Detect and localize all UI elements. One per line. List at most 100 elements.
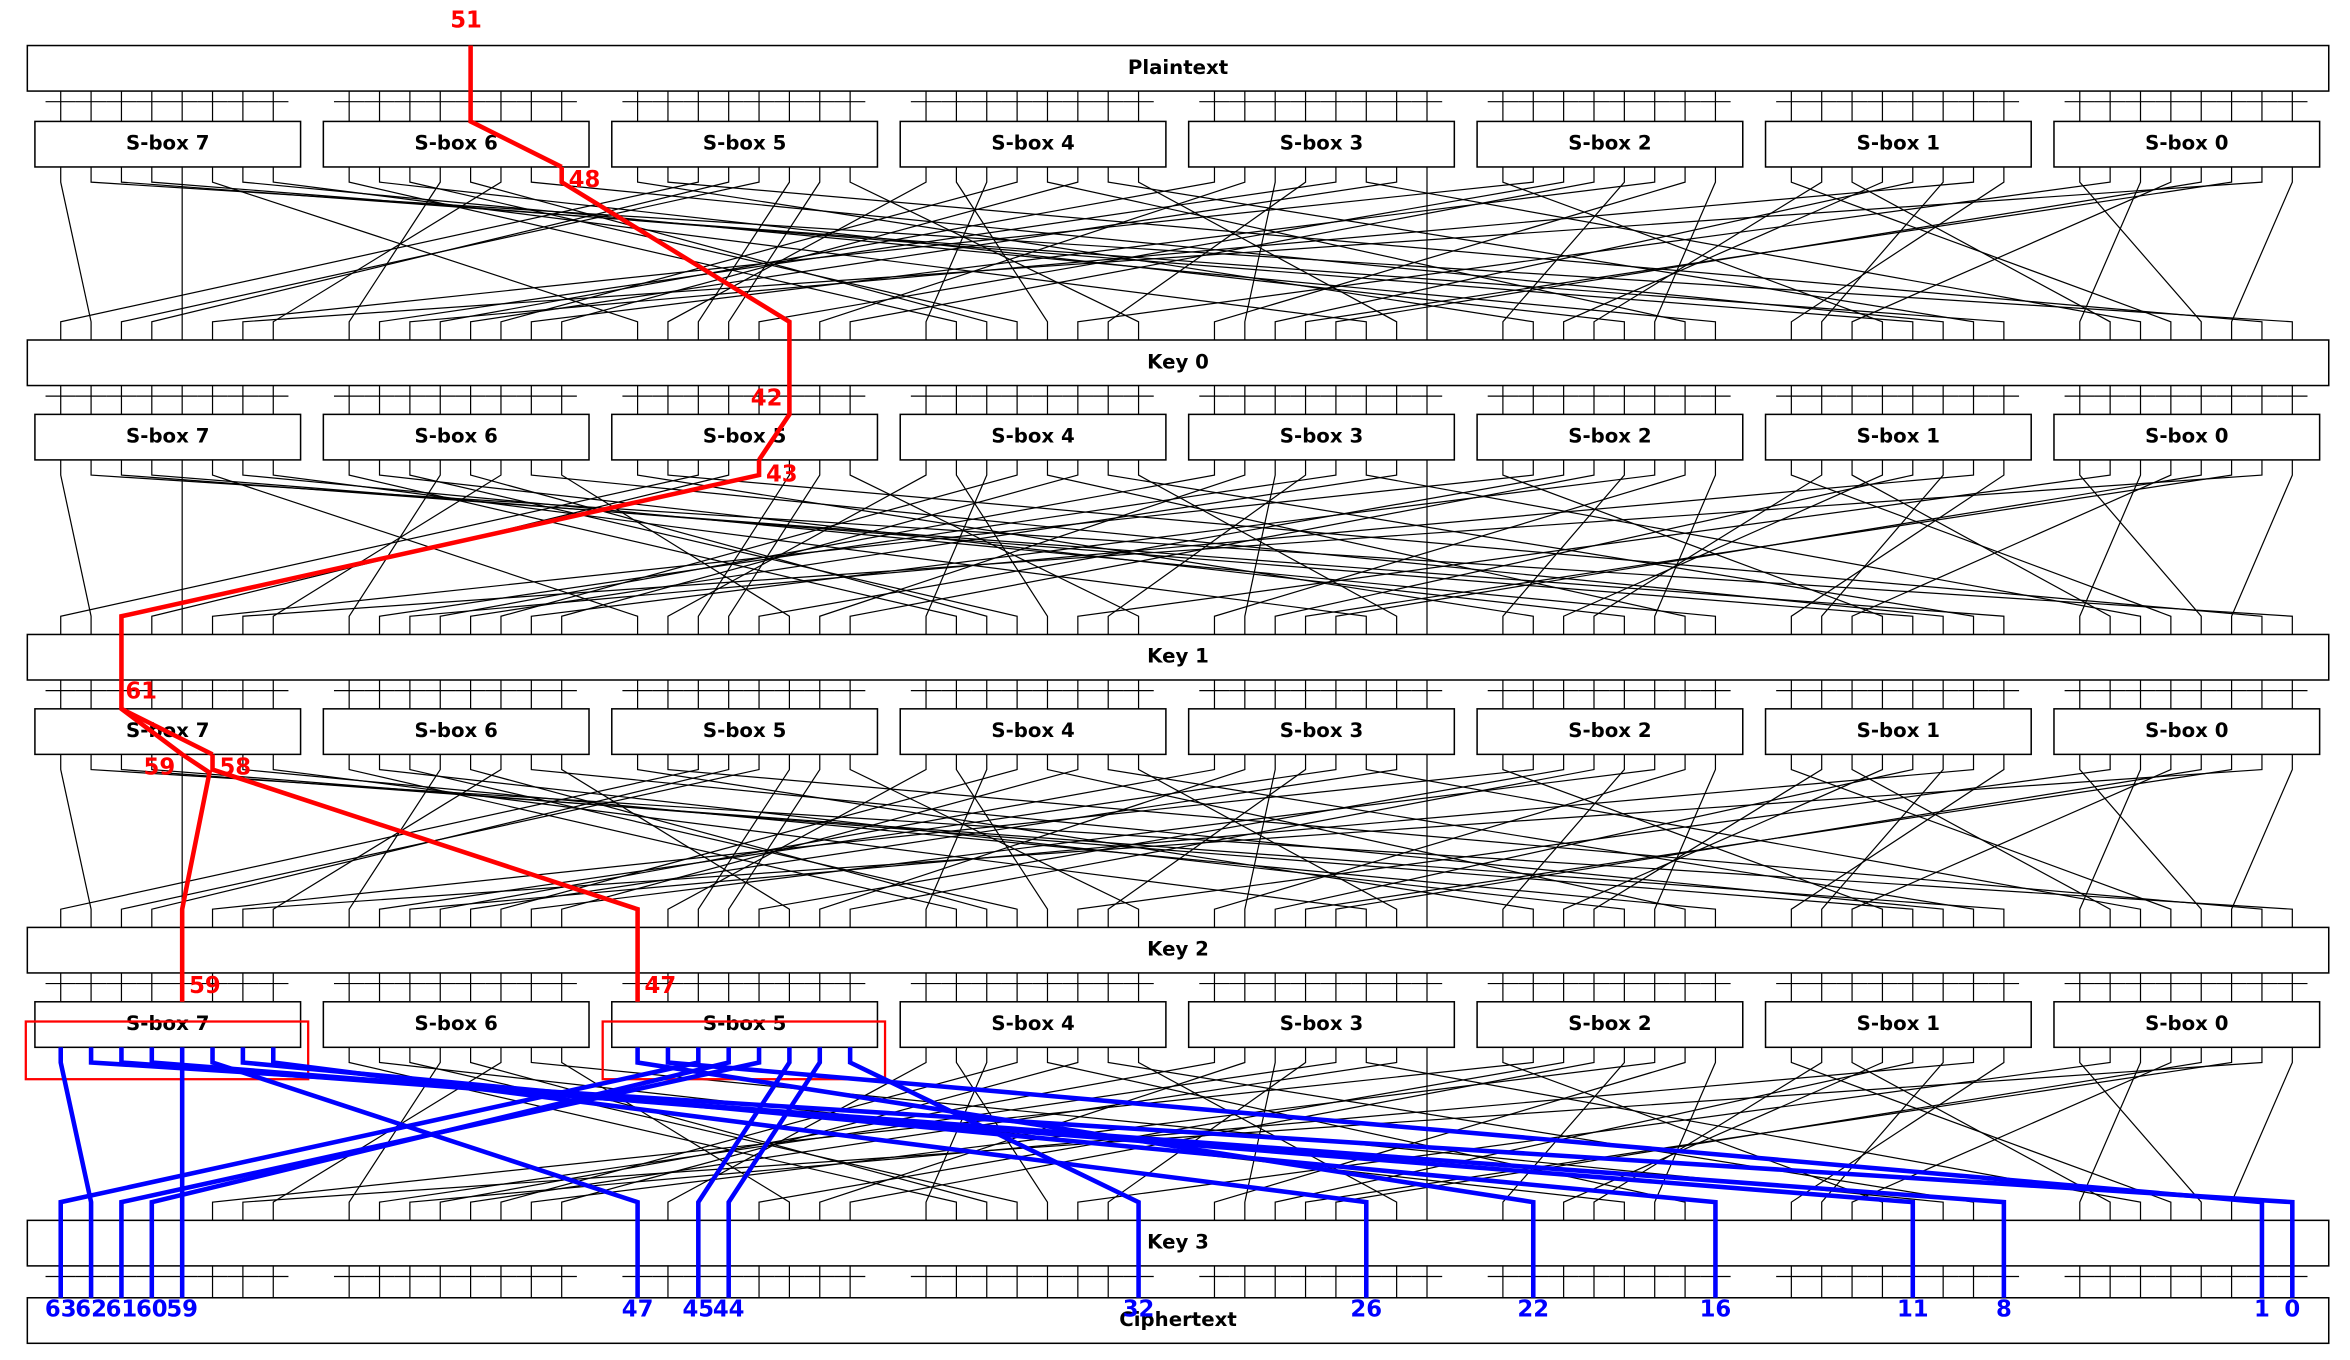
output-wire: [149, 1047, 1916, 1298]
sbox-label: S-box 0: [2145, 719, 2228, 742]
sbox-label: S-box 5: [703, 132, 786, 155]
permutation-wire: [409, 754, 1018, 928]
sbox-label: S-box 2: [1568, 132, 1651, 155]
trail-path: [559, 166, 792, 462]
trail-label: 59: [144, 755, 176, 781]
sbox: [2053, 120, 2321, 168]
permutation-wire: [1790, 1047, 2172, 1221]
permutation-wire: [636, 166, 1534, 340]
permutation-wire: [348, 754, 441, 928]
permutation-wire: [470, 754, 1398, 928]
permutation-wire: [1851, 459, 2172, 635]
sbox-label: S-box 7: [126, 132, 209, 155]
permutation-wire: [439, 166, 1216, 340]
permutation-wire: [1335, 459, 2202, 635]
permutation-wire: [728, 459, 821, 635]
highlight-box: [24, 1020, 310, 1081]
permutation-wire: [378, 166, 1625, 340]
permutation-wire: [530, 459, 1944, 635]
permutation-wire: [2230, 459, 2293, 635]
output-wire: [240, 1047, 1718, 1298]
permutation-wire: [378, 754, 1337, 928]
permutation-wire: [1851, 166, 2111, 340]
permutation-wire: [470, 459, 988, 635]
sbox: [611, 120, 879, 168]
permutation-wire: [1335, 754, 2202, 928]
permutation-wire: [758, 459, 1565, 635]
sbox: [34, 413, 302, 461]
permutation-wire: [120, 459, 2005, 635]
trail-path: [468, 45, 563, 170]
sbox: [1476, 120, 1744, 168]
permutation-wire: [1502, 459, 1884, 635]
permutation-wire: [470, 166, 1398, 340]
permutation-wire: [2230, 166, 2293, 340]
sbox-label: S-box 0: [2145, 132, 2228, 155]
output-wire: [847, 1047, 1141, 1298]
sbox: [1476, 1001, 1744, 1049]
permutation-wire: [348, 1047, 958, 1221]
permutation-wire: [90, 166, 2293, 340]
permutation-wire: [2079, 459, 2142, 635]
permutation-wire: [758, 166, 1565, 340]
permutation-wire: [2079, 166, 2142, 340]
permutation-wire: [60, 459, 699, 635]
output-bit-label: 62: [75, 1296, 107, 1322]
key-bar-label: Key 0: [1147, 350, 1209, 373]
permutation-wire: [2079, 1047, 2202, 1221]
permutation-wire: [1244, 754, 1276, 928]
permutation-wire: [211, 459, 1534, 635]
output-bit-label: 59: [166, 1296, 198, 1322]
trail-label: 47: [645, 973, 677, 999]
permutation-wire: [1851, 1047, 2172, 1221]
permutation-wire: [151, 166, 1914, 340]
permutation-wire: [242, 754, 2263, 928]
permutation-wire: [470, 166, 988, 340]
permutation-wire: [667, 754, 2263, 928]
permutation-wire: [849, 166, 1140, 340]
sbox: [322, 1001, 590, 1049]
permutation-wire: [242, 1047, 2263, 1221]
output-wire: [58, 1047, 94, 1298]
plaintext-bar: [26, 44, 2330, 92]
permutation-wire: [500, 1047, 1018, 1221]
permutation-wire: [211, 754, 1534, 928]
permutation-wire: [2079, 754, 2202, 928]
permutation-wire: [151, 754, 1914, 928]
permutation-wire: [849, 754, 1140, 928]
permutation-wire: [1593, 1047, 1823, 1221]
permutation-wire: [1335, 1047, 2202, 1221]
permutation-wire: [1213, 166, 1686, 340]
permutation-wire: [439, 754, 1216, 928]
sbox: [1764, 413, 2032, 461]
sbox-label: S-box 0: [2145, 1012, 2228, 1035]
key-bar-label: Key 2: [1147, 938, 1209, 961]
permutation-wire: [120, 754, 2005, 928]
permutation-wire: [470, 1047, 988, 1221]
sbox: [2053, 413, 2321, 461]
sbox: [1476, 708, 1744, 756]
permutation-wire: [1790, 166, 2172, 340]
permutation-wire: [1274, 459, 1914, 635]
sbox-label: S-box 3: [1280, 719, 1363, 742]
permutation-wire: [1107, 459, 1307, 635]
permutation-wire: [925, 754, 988, 928]
output-wire: [88, 1047, 2295, 1298]
output-bit-label: 22: [1517, 1296, 1549, 1322]
trail-label: 59: [189, 973, 221, 999]
output-bit-label: 1: [2254, 1296, 2270, 1322]
permutation-wire: [242, 459, 2263, 635]
permutation-wire: [1851, 166, 2172, 340]
permutation-wire: [151, 166, 730, 340]
output-bit-label: 61: [106, 1296, 138, 1322]
ciphertext-label: Ciphertext: [1119, 1308, 1236, 1331]
permutation-wire: [2079, 459, 2202, 635]
permutation-wire: [242, 754, 1717, 928]
permutation-wire: [60, 166, 699, 340]
permutation-wire: [1213, 459, 1686, 635]
permutation-wire: [439, 459, 1216, 635]
trail-label: 42: [751, 386, 783, 412]
sbox: [1187, 1001, 1456, 1049]
permutation-wire: [151, 459, 1914, 635]
